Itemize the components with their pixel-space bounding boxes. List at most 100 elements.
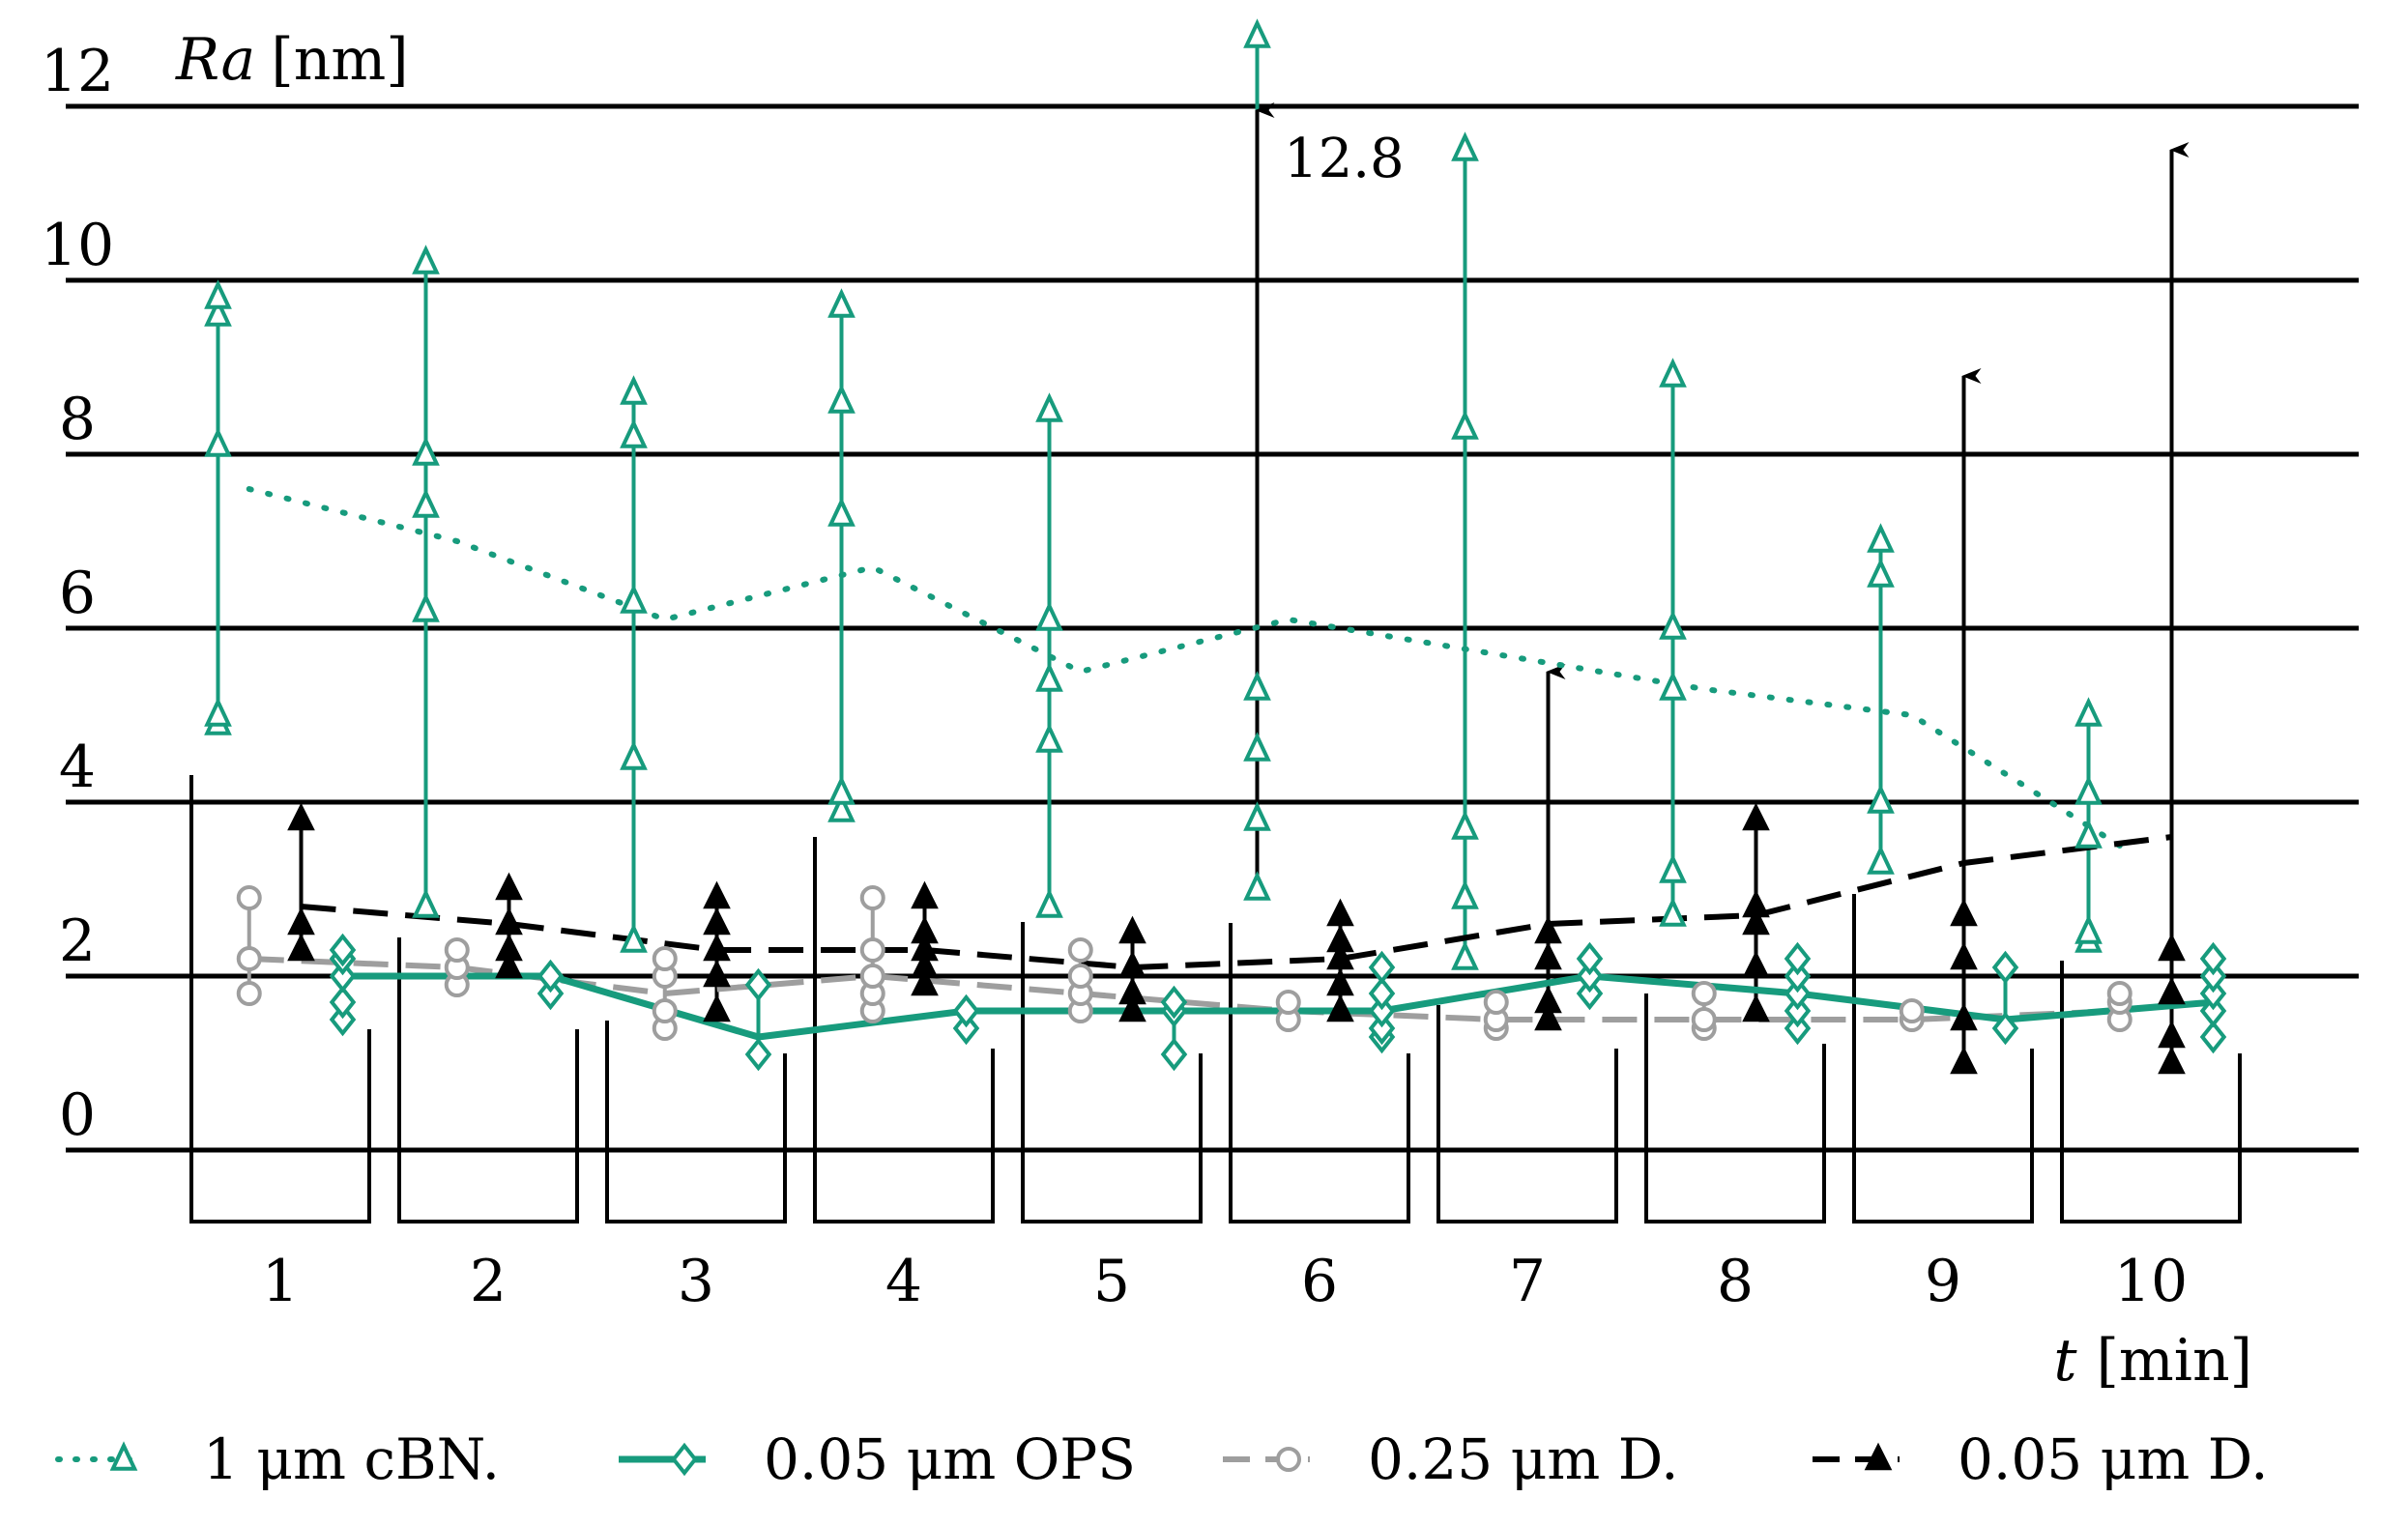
marker-3-3 <box>703 933 731 962</box>
x-tick-label: 9 <box>1925 1248 1961 1315</box>
x-tick-label: 3 <box>678 1248 714 1315</box>
marker-3-7 <box>1534 1002 1562 1031</box>
marker-0-2 <box>412 488 440 518</box>
marker-3-3 <box>703 993 731 1022</box>
marker-2-3 <box>652 998 678 1023</box>
marker-3-4 <box>911 950 939 979</box>
marker-2-5 <box>1067 937 1093 963</box>
marker-3-4 <box>911 933 939 962</box>
marker-0-3 <box>620 375 648 405</box>
y-tick-label: 8 <box>59 386 96 453</box>
marker-0-9 <box>1867 845 1895 875</box>
marker-0-10 <box>2074 775 2103 805</box>
marker-2-4 <box>859 964 885 989</box>
marker-2-4 <box>859 885 885 910</box>
marker-0-4 <box>827 384 856 414</box>
y-tick-label: 10 <box>41 212 114 279</box>
bracket-9 <box>1852 894 2034 1224</box>
marker-1-9 <box>1991 1011 2019 1046</box>
marker-3-2 <box>495 872 523 901</box>
marker-3-8 <box>1742 889 1770 918</box>
marker-1-1 <box>329 985 357 1020</box>
legend-label-0: 1 μm cBN. <box>203 1426 500 1492</box>
marker-0-6 <box>1243 871 1271 901</box>
legend-marker-0 <box>109 1441 138 1471</box>
bracket-8 <box>1644 993 1826 1224</box>
legend: 1 μm cBN. 0.05 μm OPS 0.25 μm D. 0.05 μm D. <box>55 1426 2269 1492</box>
marker-1-8 <box>1784 993 1812 1028</box>
grid-lines <box>66 103 2359 1153</box>
legend-marker-2 <box>1276 1447 1301 1472</box>
x-axis-var: t <box>2053 1327 2077 1395</box>
marker-3-8 <box>1742 907 1770 936</box>
marker-1-10 <box>2199 959 2227 993</box>
marker-0-2 <box>412 436 440 466</box>
legend-marker-1 <box>671 1442 698 1477</box>
x-tick-label: 5 <box>1093 1248 1130 1315</box>
marker-3-1 <box>287 933 315 962</box>
marker-1-5 <box>1160 985 1188 1020</box>
marker-1-3 <box>744 1037 772 1072</box>
x-tick-label: 1 <box>262 1248 299 1315</box>
marker-3-10 <box>2158 933 2186 962</box>
marker-2-1 <box>236 946 262 971</box>
bracket-6 <box>1229 923 1410 1224</box>
marker-2-8 <box>1691 1007 1717 1032</box>
marker-1-10 <box>2199 941 2227 976</box>
marker-3-2 <box>495 907 523 936</box>
bracket-3 <box>605 1021 787 1224</box>
marker-1-2 <box>537 976 565 1011</box>
whiskers <box>216 37 2216 1063</box>
marker-3-6 <box>1326 993 1354 1022</box>
y-tick-label: 12 <box>41 38 114 105</box>
marker-1-2 <box>537 959 565 993</box>
marker-3-8 <box>1742 950 1770 979</box>
y-tick-label: 2 <box>59 907 96 975</box>
y-tick-label: 0 <box>59 1081 96 1149</box>
marker-0-5 <box>1035 392 1063 422</box>
marker-0-1 <box>204 697 232 727</box>
marker-0-9 <box>1867 523 1895 553</box>
data-markers <box>204 18 2227 1075</box>
marker-0-7 <box>1451 879 1479 909</box>
marker-0-10 <box>2074 819 2103 849</box>
marker-0-8 <box>1659 358 1687 388</box>
marker-3-9 <box>1950 1002 1978 1031</box>
marker-0-7 <box>1451 410 1479 440</box>
marker-0-8 <box>1659 897 1687 927</box>
marker-1-10 <box>2199 1020 2227 1054</box>
marker-3-10 <box>2158 1046 2186 1075</box>
marker-3-7 <box>1534 985 1562 1014</box>
marker-0-9 <box>1867 558 1895 588</box>
marker-1-7 <box>1576 941 1604 976</box>
legend-label-1: 0.05 μm OPS <box>764 1426 1136 1492</box>
bracket-10 <box>2060 961 2242 1224</box>
legend-label-2: 0.25 μm D. <box>1368 1426 1679 1492</box>
marker-1-1 <box>329 1002 357 1037</box>
annotations: 12.8 <box>1284 128 1405 190</box>
marker-3-7 <box>1534 941 1562 970</box>
x-axis-ticks: 1 2 3 4 5 6 7 8 9 10 <box>262 1248 2188 1315</box>
marker-3-4 <box>911 915 939 944</box>
marker-0-6 <box>1243 18 1271 48</box>
marker-3-6 <box>1326 924 1354 953</box>
marker-0-8 <box>1659 853 1687 883</box>
marker-0-7 <box>1451 940 1479 970</box>
marker-3-1 <box>287 802 315 831</box>
marker-3-6 <box>1326 941 1354 970</box>
marker-0-9 <box>1867 784 1895 814</box>
marker-2-4 <box>859 937 885 963</box>
marker-0-8 <box>1659 671 1687 701</box>
marker-2-7 <box>1483 990 1509 1015</box>
marker-1-1 <box>329 933 357 967</box>
marker-0-7 <box>1451 810 1479 840</box>
marker-0-4 <box>827 288 856 318</box>
legend-marker-3 <box>1864 1442 1893 1471</box>
marker-1-4 <box>952 1011 980 1046</box>
legend-label-3: 0.05 μm D. <box>1958 1426 2269 1492</box>
marker-1-9 <box>1991 950 2019 985</box>
x-axis-unit: [min] <box>2096 1327 2252 1395</box>
y-axis-unit: [nm] <box>271 26 408 94</box>
y-tick-label: 6 <box>59 560 96 627</box>
marker-3-3 <box>703 907 731 936</box>
